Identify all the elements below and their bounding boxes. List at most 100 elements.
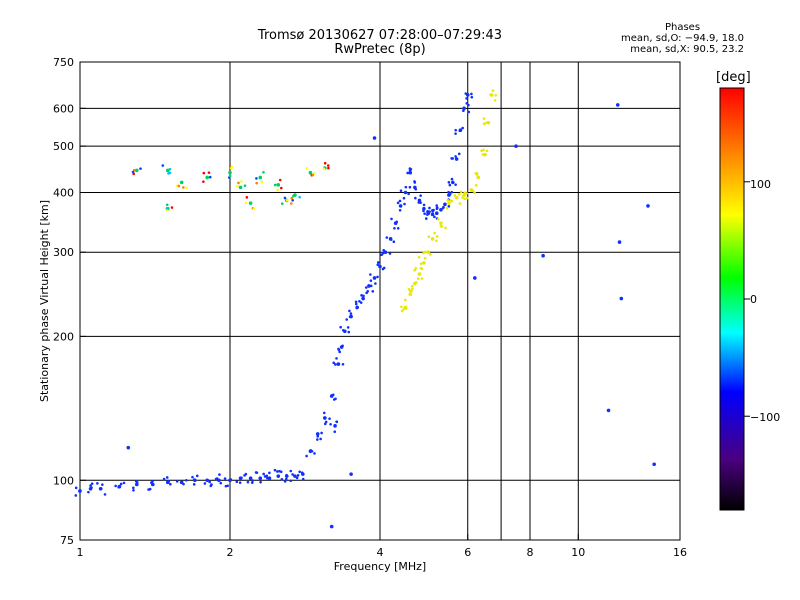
data-point xyxy=(165,168,170,173)
data-point-scatter xyxy=(392,240,396,244)
data-point xyxy=(454,195,459,200)
data-point-scatter xyxy=(374,282,377,285)
y-tick-label: 300 xyxy=(53,246,74,259)
data-point-scatter xyxy=(358,299,361,303)
data-point-scatter xyxy=(463,191,467,194)
x-tick-label: 4 xyxy=(377,546,384,559)
data-point xyxy=(126,445,131,450)
data-point xyxy=(422,261,426,265)
data-point-scatter xyxy=(422,203,426,207)
data-point-scatter xyxy=(250,481,254,484)
data-point-scatter xyxy=(470,95,474,99)
data-point-scatter xyxy=(296,474,300,477)
data-point-scatter xyxy=(450,190,454,194)
data-point-scatter xyxy=(413,268,416,272)
data-point-scatter xyxy=(119,482,123,486)
data-point xyxy=(439,221,443,226)
data-point-scatter xyxy=(262,472,265,476)
data-point-scatter xyxy=(465,97,468,100)
data-point xyxy=(323,416,327,420)
data-point-scatter xyxy=(453,194,457,197)
data-point-scatter xyxy=(454,183,457,186)
data-point-scatter xyxy=(305,167,309,170)
data-point-scatter xyxy=(442,205,445,209)
data-point-scatter xyxy=(316,435,320,438)
data-point-scatter xyxy=(330,394,334,397)
data-point-scatter xyxy=(320,431,323,435)
data-point-scatter xyxy=(457,152,461,156)
data-point-scatter xyxy=(280,477,284,481)
data-point-scatter xyxy=(450,177,454,181)
data-point-scatter xyxy=(229,478,233,481)
data-point-scatter xyxy=(283,196,287,200)
data-point-scatter xyxy=(369,284,373,288)
data-point-scatter xyxy=(228,174,232,178)
data-point xyxy=(403,190,408,195)
data-point-scatter xyxy=(403,298,407,302)
data-point xyxy=(447,201,451,205)
data-point-scatter xyxy=(335,420,339,424)
data-point-scatter xyxy=(99,487,103,490)
data-point-scatter xyxy=(208,175,212,179)
data-point-scatter xyxy=(87,490,90,494)
data-point xyxy=(361,296,365,301)
data-point-scatter xyxy=(467,103,470,107)
data-point-scatter xyxy=(165,203,169,207)
data-point-scatter xyxy=(285,473,288,477)
data-point-scatter xyxy=(223,477,227,480)
data-point xyxy=(426,250,431,255)
data-point-scatter xyxy=(385,236,389,239)
data-point xyxy=(422,206,426,211)
data-point-scatter xyxy=(298,470,301,474)
data-point-scatter xyxy=(295,476,299,480)
data-point-scatter xyxy=(454,132,457,135)
data-point-scatter xyxy=(254,471,258,474)
data-point-scatter xyxy=(435,204,439,207)
data-point-scatter xyxy=(289,479,293,483)
phases-legend: Phases mean, sd,O: −94.9, 18.0 mean, sd,… xyxy=(621,22,744,55)
data-point-scatter xyxy=(311,173,315,177)
data-point-scatter xyxy=(400,309,404,313)
data-point-scatter xyxy=(419,262,423,265)
data-point-scatter xyxy=(489,93,492,97)
data-point-scatter xyxy=(276,188,279,192)
data-point xyxy=(329,524,334,529)
data-point-scatter xyxy=(414,266,418,270)
colorbar-tick-neg100: −100 xyxy=(750,411,781,424)
data-point-scatter xyxy=(429,253,432,256)
data-point-scatter xyxy=(440,225,444,228)
data-point-scatter xyxy=(273,468,277,472)
data-point-scatter xyxy=(410,289,413,293)
data-point-scatter xyxy=(450,157,453,160)
data-point-scatter xyxy=(389,237,393,241)
data-point xyxy=(336,362,341,366)
data-point-scatter xyxy=(465,192,469,195)
data-point-scatter xyxy=(402,196,406,200)
data-point-scatter xyxy=(179,481,183,484)
data-point-scatter xyxy=(461,196,464,199)
data-point-scatter xyxy=(310,449,314,453)
data-point-scatter xyxy=(322,411,326,415)
data-point-scatter xyxy=(291,473,294,476)
data-point xyxy=(408,292,413,297)
data-point xyxy=(430,237,435,241)
y-tick-label: 75 xyxy=(60,534,74,547)
colorbar-tick-100: 100 xyxy=(750,178,771,191)
data-point-scatter xyxy=(467,110,471,114)
chart-subtitle: RwPretec (8p) xyxy=(334,42,426,57)
data-point-scatter xyxy=(359,301,363,304)
data-point-scatter xyxy=(448,192,452,196)
data-point xyxy=(267,476,272,481)
data-point-scatter xyxy=(165,476,169,479)
data-point-scatter xyxy=(341,362,345,366)
y-axis-label: Stationary phase Virtual Height [km] xyxy=(38,200,51,402)
data-point-scatter xyxy=(369,279,373,282)
data-point-scatter xyxy=(414,280,418,284)
data-point-scatter xyxy=(135,481,139,484)
data-point-scatter xyxy=(341,344,344,348)
data-point-scatter xyxy=(280,202,284,205)
data-point-scatter xyxy=(360,294,363,297)
data-point-scatter xyxy=(366,290,370,293)
data-point xyxy=(398,204,403,208)
data-point-scatter xyxy=(398,199,402,203)
